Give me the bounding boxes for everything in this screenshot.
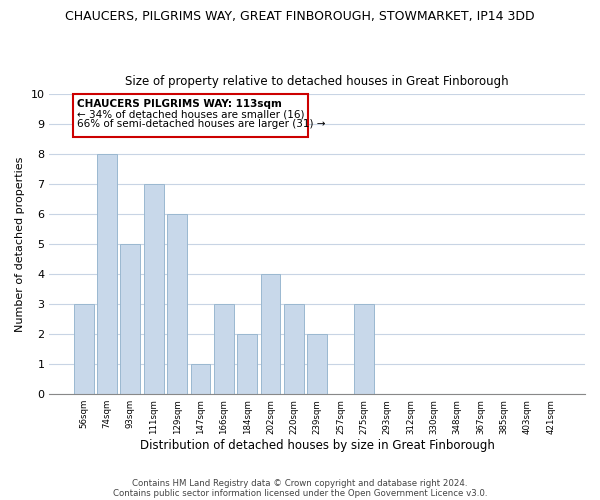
Bar xyxy=(237,334,257,394)
Bar xyxy=(214,304,234,394)
Bar xyxy=(144,184,164,394)
X-axis label: Distribution of detached houses by size in Great Finborough: Distribution of detached houses by size … xyxy=(140,440,494,452)
Text: Contains public sector information licensed under the Open Government Licence v3: Contains public sector information licen… xyxy=(113,488,487,498)
FancyBboxPatch shape xyxy=(73,94,308,138)
Bar xyxy=(284,304,304,394)
Bar xyxy=(167,214,187,394)
Text: Contains HM Land Registry data © Crown copyright and database right 2024.: Contains HM Land Registry data © Crown c… xyxy=(132,478,468,488)
Text: CHAUCERS, PILGRIMS WAY, GREAT FINBOROUGH, STOWMARKET, IP14 3DD: CHAUCERS, PILGRIMS WAY, GREAT FINBOROUGH… xyxy=(65,10,535,23)
Text: 66% of semi-detached houses are larger (31) →: 66% of semi-detached houses are larger (… xyxy=(77,120,325,130)
Bar xyxy=(74,304,94,394)
Bar xyxy=(97,154,117,394)
Bar xyxy=(260,274,280,394)
Text: CHAUCERS PILGRIMS WAY: 113sqm: CHAUCERS PILGRIMS WAY: 113sqm xyxy=(77,99,281,109)
Bar xyxy=(354,304,374,394)
Bar xyxy=(121,244,140,394)
Bar xyxy=(307,334,327,394)
Y-axis label: Number of detached properties: Number of detached properties xyxy=(15,156,25,332)
Bar xyxy=(191,364,211,394)
Text: ← 34% of detached houses are smaller (16): ← 34% of detached houses are smaller (16… xyxy=(77,110,304,120)
Title: Size of property relative to detached houses in Great Finborough: Size of property relative to detached ho… xyxy=(125,76,509,88)
